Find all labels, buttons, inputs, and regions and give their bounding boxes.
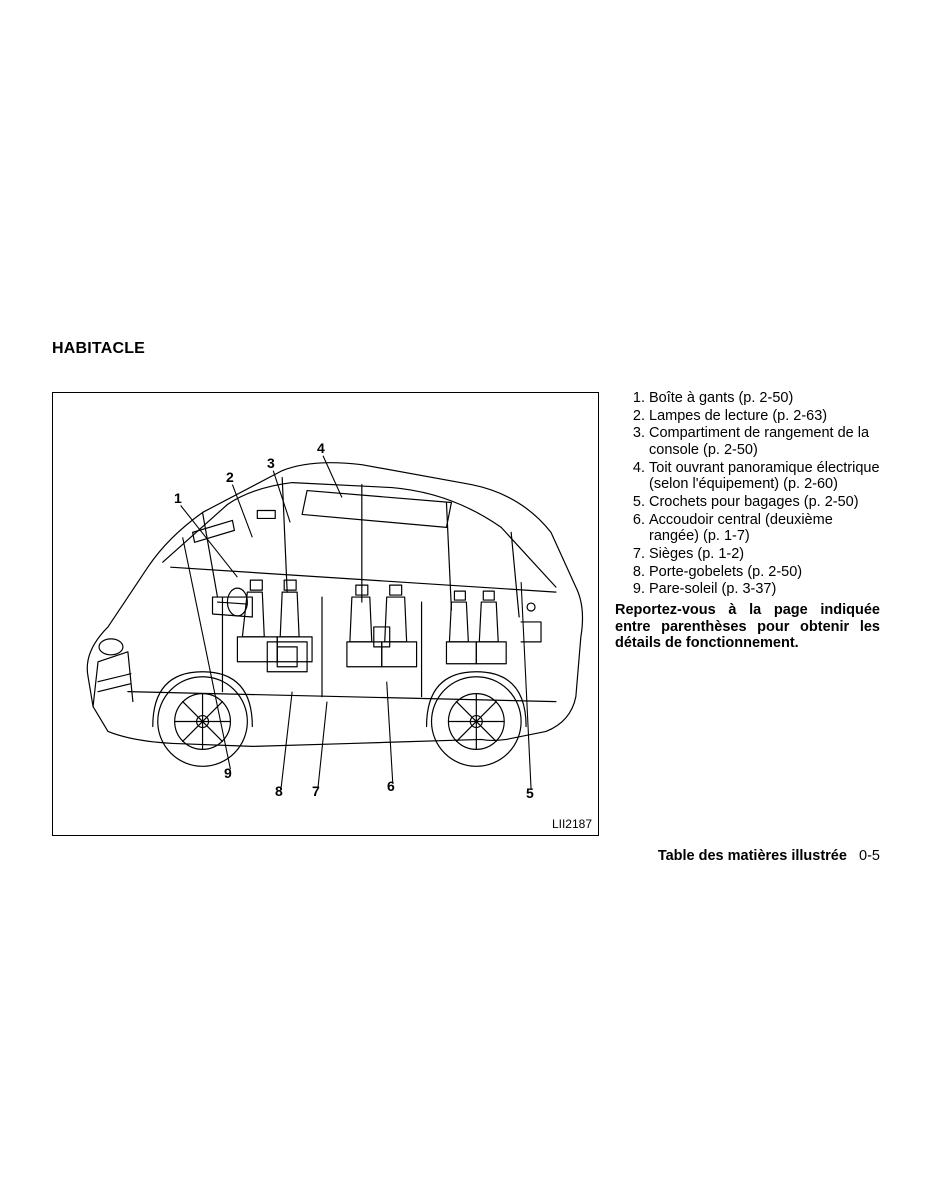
legend-item: Boîte à gants (p. 2-50) <box>649 390 880 407</box>
callout-number: 3 <box>267 455 275 471</box>
callout-number: 4 <box>317 440 325 456</box>
callout-number: 9 <box>224 765 232 781</box>
callout-number: 6 <box>387 778 395 794</box>
callout-number: 2 <box>226 469 234 485</box>
section-title: HABITACLE <box>52 340 145 358</box>
legend-list: Boîte à gants (p. 2-50)Lampes de lecture… <box>615 390 880 598</box>
reference-note: Reportez-vous à la page indiquée entre p… <box>615 602 880 652</box>
legend-item: Accoudoir central (deuxième rangée) (p. … <box>649 512 880 545</box>
legend-item: Sièges (p. 1-2) <box>649 546 880 563</box>
legend-item: Toit ouvrant panoramique électrique (sel… <box>649 460 880 493</box>
legend-item: Pare-soleil (p. 3-37) <box>649 581 880 598</box>
legend-block: Boîte à gants (p. 2-50)Lampes de lecture… <box>615 390 880 652</box>
callout-number: 8 <box>275 783 283 799</box>
vehicle-diagram <box>53 393 598 835</box>
footer-page-number: 0-5 <box>859 848 880 864</box>
callout-number: 5 <box>526 785 534 801</box>
legend-item: Compartiment de rangement de la console … <box>649 425 880 458</box>
manual-page: HABITACLE <box>0 0 927 1200</box>
figure-container: 1 2 3 4 5 6 7 8 9 LII2187 <box>52 392 599 836</box>
legend-item: Lampes de lecture (p. 2-63) <box>649 408 880 425</box>
callout-number: 7 <box>312 783 320 799</box>
footer-label: Table des matières illustrée <box>658 848 847 864</box>
legend-item: Porte-gobelets (p. 2-50) <box>649 564 880 581</box>
legend-item: Crochets pour bagages (p. 2-50) <box>649 494 880 511</box>
page-footer: Table des matières illustrée 0-5 <box>0 848 880 864</box>
callout-number: 1 <box>174 490 182 506</box>
figure-code: LII2187 <box>552 817 592 831</box>
